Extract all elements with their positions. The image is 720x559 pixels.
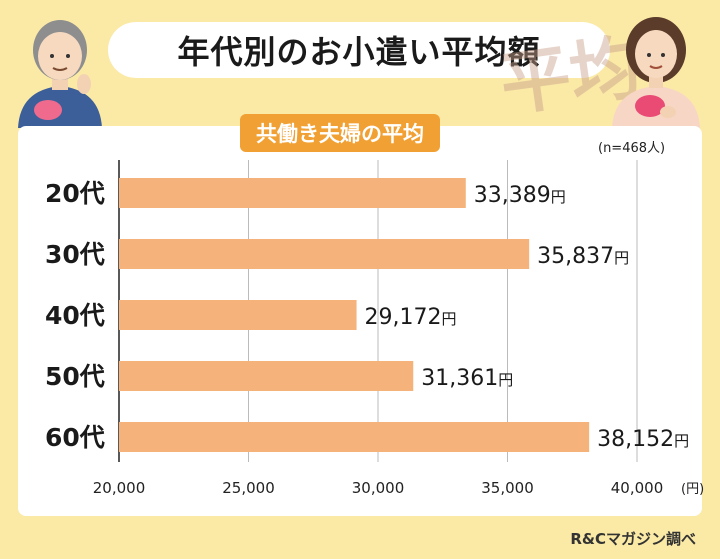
value-unit: 円 <box>498 371 513 389</box>
x-tick-label: 40,000 <box>611 479 664 497</box>
value-number: 29,172 <box>365 305 442 330</box>
category-label: 60代 <box>45 423 105 452</box>
value-unit: 円 <box>551 188 566 206</box>
bar <box>119 361 414 391</box>
page-title: 年代別のお小遣い平均額 <box>108 22 610 78</box>
value-label: 35,837円 <box>537 244 629 269</box>
value-number: 38,152 <box>597 427 674 452</box>
x-tick-label: 30,000 <box>352 479 405 497</box>
x-tick-label: 25,000 <box>222 479 275 497</box>
value-number: 33,389 <box>474 183 551 208</box>
value-label: 38,152円 <box>597 427 689 452</box>
value-unit: 円 <box>674 432 689 450</box>
value-label: 33,389円 <box>474 183 566 208</box>
bar <box>119 178 466 208</box>
chart-subtitle: 共働き夫婦の平均 <box>240 114 440 152</box>
bar <box>119 422 590 452</box>
x-tick-label: 20,000 <box>93 479 146 497</box>
man-illustration <box>18 20 102 128</box>
x-axis-unit: (円) <box>681 482 704 497</box>
woman-illustration <box>612 17 700 128</box>
value-unit: 円 <box>442 310 457 328</box>
bar <box>119 239 530 269</box>
x-tick-label: 35,000 <box>481 479 534 497</box>
value-label: 31,361円 <box>421 366 513 391</box>
source-credit: R&Cマガジン調べ <box>570 530 696 548</box>
category-label: 50代 <box>45 362 105 391</box>
value-number: 35,837 <box>537 244 614 269</box>
bar <box>119 300 357 330</box>
category-label: 30代 <box>45 240 105 269</box>
category-label: 40代 <box>45 301 105 330</box>
value-label: 29,172円 <box>365 305 457 330</box>
value-number: 31,361 <box>421 366 498 391</box>
category-label: 20代 <box>45 179 105 208</box>
sample-size-note: (n=468人) <box>598 141 666 156</box>
value-unit: 円 <box>614 249 629 267</box>
